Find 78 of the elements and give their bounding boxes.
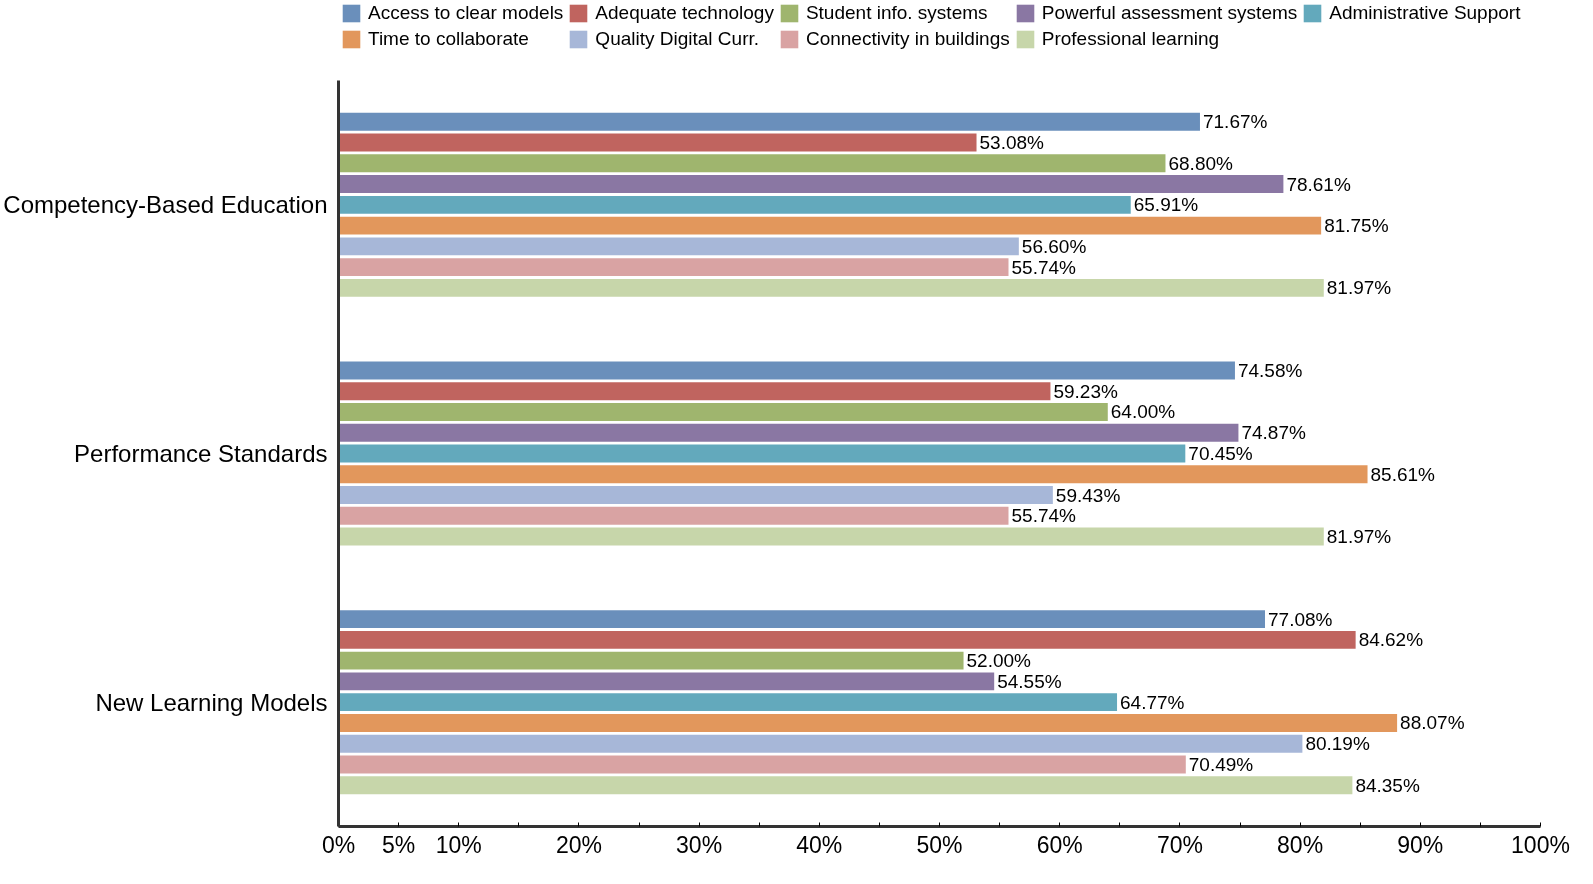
bar [338,610,1265,629]
data-label: 70.49% [1188,753,1254,775]
data-label: 81.97% [1326,277,1392,299]
bar [338,506,1009,525]
data-label: 55.74% [1011,505,1077,527]
x-tick-label: 90% [1397,831,1444,858]
bar [338,486,1053,504]
x-tick-label: 70% [1156,831,1203,858]
data-label: 70.45% [1188,443,1253,464]
legend-label: Time to collaborate [368,28,529,50]
data-label: 55.74% [1011,256,1077,278]
x-tick-label: 100% [1511,831,1570,858]
x-tick-label: 60% [1036,831,1083,858]
bar [338,195,1131,214]
data-label: 84.35% [1355,774,1420,796]
data-label: 56.60% [1021,235,1087,257]
y-tick-label: Competency-Based Education [3,191,328,219]
y-tick-label: New Learning Models [95,688,328,716]
bar [338,755,1186,774]
bar [338,361,1235,380]
x-tick-label: 0% [321,831,356,858]
bar [338,403,1108,421]
legend-label: Adequate technology [595,2,774,24]
data-label: 64.77% [1120,691,1185,713]
data-label: 59.23% [1053,380,1118,402]
data-label: 80.19% [1305,733,1370,755]
bar [338,258,1009,277]
data-label: 74.87% [1241,422,1306,444]
legend-label: Quality Digital Curr. [595,28,760,50]
bar [338,382,1051,401]
bar [338,444,1186,463]
data-label: 59.43% [1055,484,1121,506]
bar [338,734,1303,753]
bar [338,672,995,691]
bar [338,133,977,152]
bar [338,237,1019,256]
data-label: 71.67% [1202,111,1268,133]
legend-label: Connectivity in buildings [805,28,1010,50]
data-label: 74.58% [1237,359,1303,381]
data-label: 65.91% [1133,194,1199,216]
bar [338,278,1324,297]
data-label: 52.00% [966,650,1032,672]
data-label: 84.62% [1358,629,1424,651]
bar [338,465,1368,484]
bar [338,713,1398,732]
legend-label: Access to clear models [368,2,564,24]
data-label: 81.97% [1326,526,1392,548]
data-label: 85.61% [1370,463,1436,485]
bar [338,527,1324,546]
bar [338,423,1239,442]
x-tick-label: 50% [916,831,963,858]
bar [338,651,964,670]
data-label: 88.07% [1400,712,1465,734]
legend-label: Powerful assessment systems [1041,2,1298,24]
x-tick-label: 5% [381,831,416,858]
data-label: 54.55% [997,670,1062,692]
data-label: 81.75% [1324,215,1389,237]
bar [338,776,1353,795]
legend-label: Professional learning [1041,28,1220,50]
bar [338,112,1200,131]
x-tick-label: 10% [435,831,482,858]
data-label: 53.08% [979,132,1045,154]
bar [338,216,1322,235]
x-tick-label: 20% [555,831,602,858]
bar [338,154,1166,173]
x-tick-label: 80% [1277,831,1324,858]
x-tick-label: 30% [676,831,723,858]
data-label: 68.80% [1168,152,1234,174]
bar [338,630,1356,649]
data-label: 64.00% [1110,401,1176,423]
legend-label: Administrative Support [1329,2,1521,24]
x-tick-label: 40% [796,831,843,858]
bar [338,693,1118,712]
bar [338,175,1284,194]
legend-label: Student info. systems [805,2,988,24]
data-label: 78.61% [1286,173,1351,195]
y-tick-label: Performance Standards [74,440,328,467]
data-label: 77.08% [1268,608,1333,630]
